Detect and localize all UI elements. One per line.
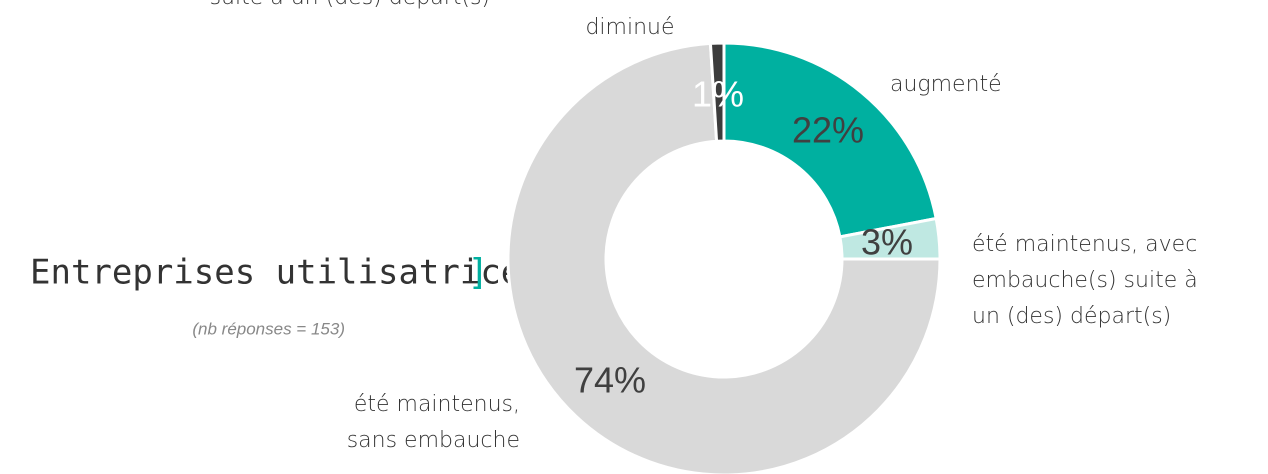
donut-segment bbox=[506, 41, 942, 474]
donut-segment bbox=[722, 41, 938, 239]
category-label: augmenté bbox=[890, 72, 1002, 97]
category-label: été maintenus, avec embauche(s) suite à un… bbox=[972, 232, 1198, 329]
donut-segment bbox=[708, 41, 726, 143]
title-bracket: ] bbox=[470, 252, 484, 293]
category-label: diminué bbox=[585, 15, 674, 40]
subtitle: (nb réponses = 153) bbox=[192, 319, 345, 338]
chart-title: Entreprises utilisatrices bbox=[30, 253, 542, 293]
value-label: 22% bbox=[792, 110, 864, 151]
annotation: suite à un (des) départ(s) bbox=[210, 0, 490, 10]
category-label: été maintenus, sans embauche bbox=[347, 392, 520, 453]
value-label: 3% bbox=[861, 222, 913, 263]
value-label: 74% bbox=[574, 360, 646, 401]
value-label: 1% bbox=[692, 74, 744, 115]
